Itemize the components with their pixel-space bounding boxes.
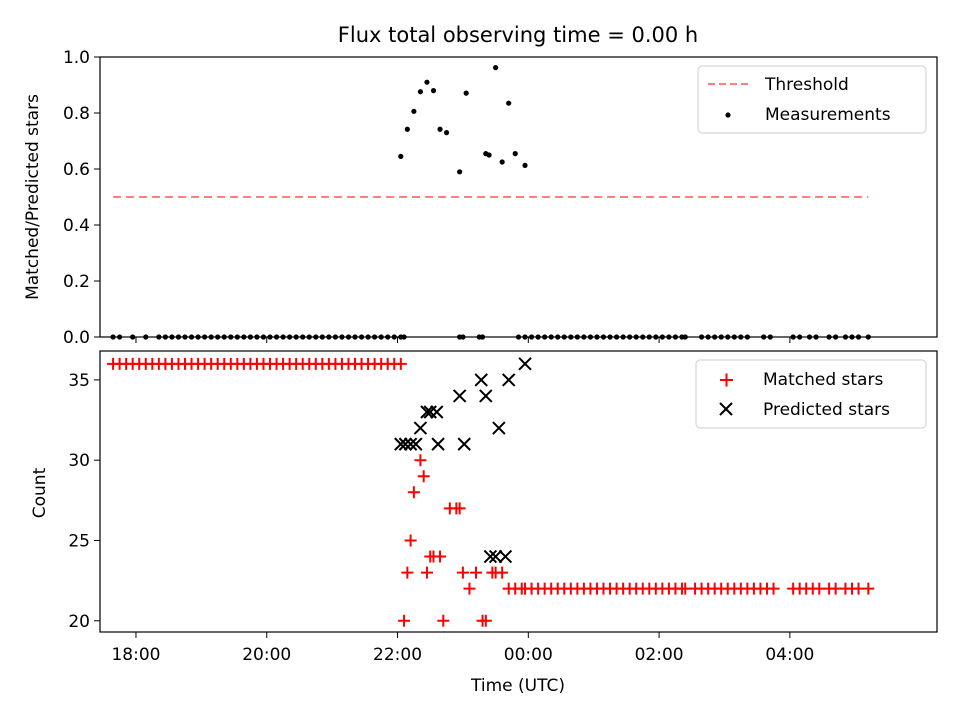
count-x-tick-label: 04:00 [765,645,814,665]
measurements-point [512,151,518,157]
matched-stars-point [456,566,469,579]
figure-title: Flux total observing time = 0.00 h [338,23,698,47]
matched-stars-point [401,566,414,579]
predicted-stars-point [488,549,503,564]
predicted-stars-point [479,389,493,403]
measurements-point [443,130,450,136]
predicted-stars-point [474,373,488,387]
matched-stars-point [437,614,450,627]
measurements-point [424,79,430,85]
predicted-stars-point [452,389,467,403]
matched-stars-point [417,470,430,483]
matched-stars-point [414,454,427,467]
matched-stars-point [404,534,417,547]
matched-stars-point [453,502,466,515]
predicted-stars-point [403,437,418,451]
measurements-point [486,152,492,158]
ratio-y-axis-label: Matched/Predicted stars [23,94,43,300]
ratio-legend-box [697,65,927,134]
count-x-tick-label: 18:00 [111,645,160,665]
measurements-point [522,162,528,168]
predicted-stars-point [409,437,423,451]
measurements-point [437,126,443,132]
threshold-legend-label: Threshold [764,75,849,95]
ratio-panel-frame [99,56,938,338]
count-y-tick-label: 25 [68,531,90,551]
matched-stars-point [767,582,780,595]
count-panel-frame [99,350,938,633]
matched-stars-point [407,486,420,499]
count-x-tick-label: 20:00 [242,645,291,665]
ratio-y-axis: 0.0 0.2 0.4 0.6 0.8 1.0 [63,48,100,348]
predicted-stars-point [483,549,498,564]
predicted-stars-legend-swatch [719,402,733,416]
matched-stars-legend-label: Matched stars [763,370,883,390]
matched-stars-point [420,566,433,579]
matched-stars-point [479,614,492,627]
predicted-stars-point [492,421,506,435]
count-y-tick-label: 30 [68,451,90,471]
count-x-axis-label: Time (UTC) [470,676,565,696]
matched-stars-point [469,566,482,579]
predicted-stars-point [430,405,444,419]
matched-stars-point [496,566,509,579]
ratio-y-tick-label: 0.6 [63,160,90,180]
ratio-legend: Threshold Measurements [697,65,927,134]
ratio-y-tick-label: 0.0 [63,328,90,348]
count-x-tick-label: 02:00 [635,645,684,665]
count-x-axis: 18:00 20:00 22:00 00:00 02:00 04:00 [111,632,814,665]
predicted-stars-point [398,437,413,451]
count-legend: Matched stars Predicted stars [695,359,927,429]
predicted-stars-point [431,437,445,451]
predicted-stars-point [498,549,513,564]
measurements-point [499,159,505,165]
predicted-stars-point [413,421,428,435]
measurements-point [417,89,424,95]
ratio-x-axis [135,337,791,343]
matched-stars-point [463,582,476,595]
count-plot-area [107,357,875,627]
ratio-y-tick-label: 0.4 [63,216,90,236]
count-y-axis-label: Count [30,467,50,518]
predicted-stars-point [394,437,408,451]
predicted-stars-point [423,405,437,419]
count-legend-box [695,359,927,429]
predicted-stars-point [457,437,471,451]
count-y-tick-label: 20 [68,612,90,632]
count-x-tick-label: 00:00 [504,645,553,665]
count-x-tick-label: 22:00 [373,645,422,665]
count-y-axis: 20 25 30 35 [68,371,100,632]
ratio-y-tick-label: 1.0 [63,48,90,68]
matched-stars-legend-swatch [720,373,733,387]
matched-stars-point [434,550,447,563]
measurements-point [398,153,404,159]
measurements-point [463,90,469,96]
measurements-legend-swatch [725,112,731,118]
measurements-point [411,108,417,114]
measurements-point [493,65,499,71]
measurements-point [457,169,463,175]
matched-stars-point [862,582,875,595]
ratio-y-tick-label: 0.8 [63,104,90,124]
predicted-stars-point [501,373,516,387]
ratio-panel: 0.0 0.2 0.4 0.6 0.8 1.0 Matched/Predicted sta… [23,48,938,348]
matched-stars-point [398,614,411,627]
ratio-y-tick-label: 0.2 [63,272,90,292]
measurements-point [430,88,437,94]
predicted-stars-point [518,357,532,371]
measurements-legend-label: Measurements [765,105,891,125]
measurements-point [506,100,512,106]
predicted-stars-legend-label: Predicted stars [763,400,890,420]
measurements-point [404,126,410,132]
count-y-tick-label: 35 [68,371,90,391]
matched-stars-point [394,357,407,370]
predicted-stars-point [420,405,434,419]
